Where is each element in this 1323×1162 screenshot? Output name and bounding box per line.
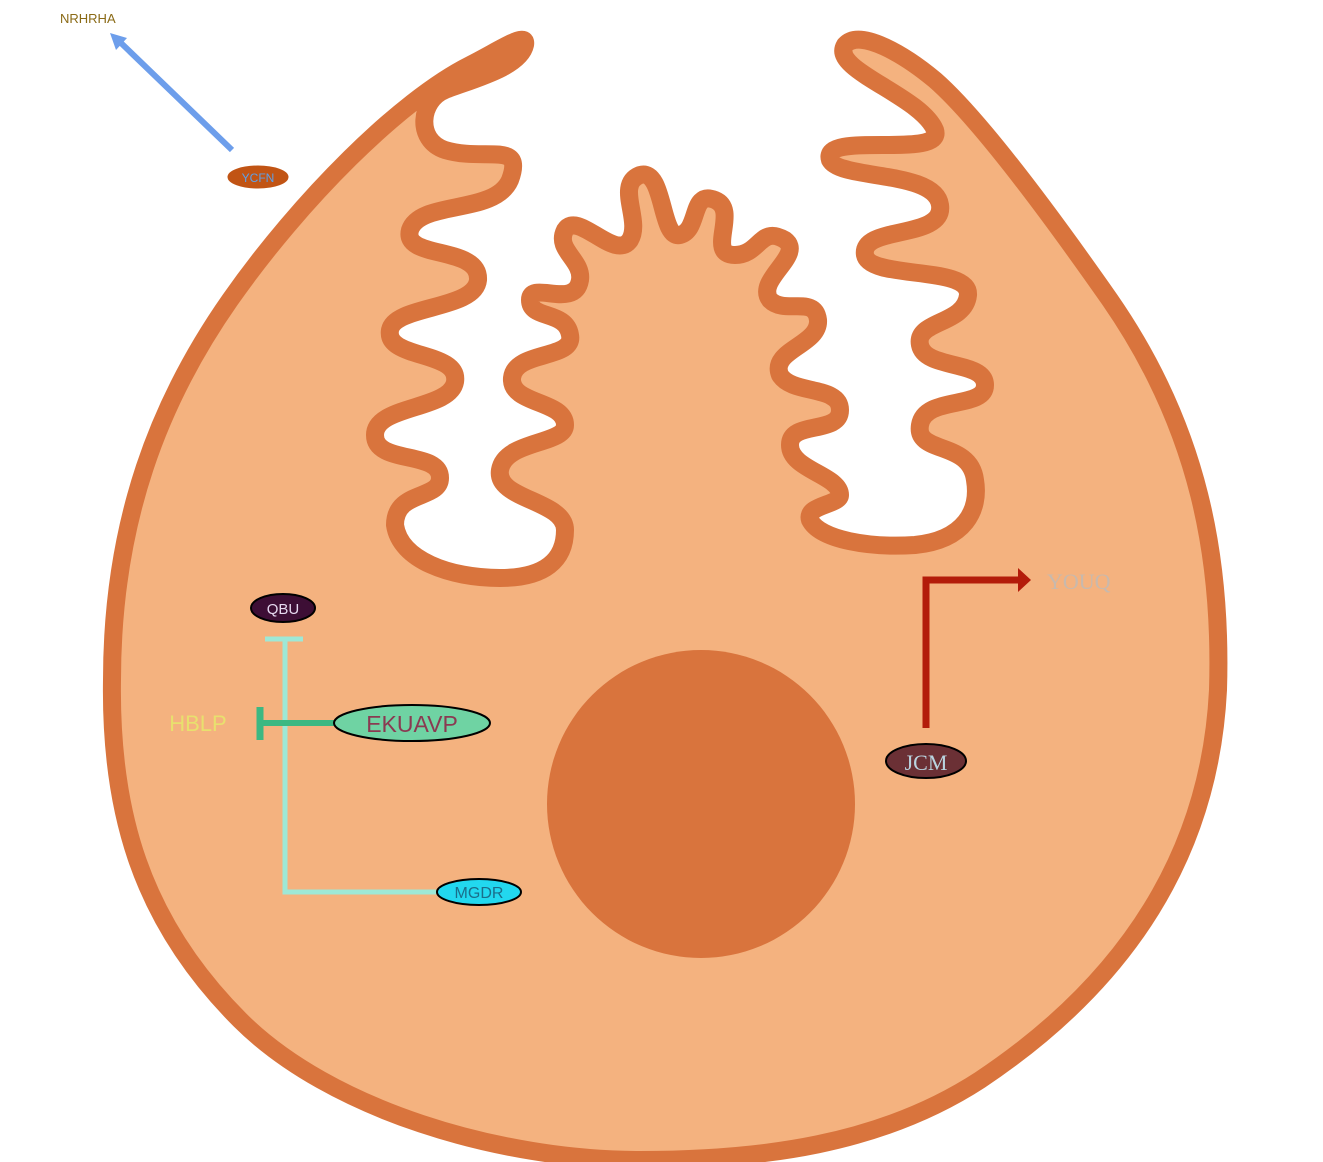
qbu-node[interactable]: QBU [250, 593, 316, 623]
nrhrha-label: NRHRHA [60, 11, 116, 26]
ekuavp-label: EKUAVP [366, 711, 458, 737]
nucleus [547, 650, 855, 958]
ycfn-to-nrhrha-arrow [110, 33, 235, 153]
ycfn-node[interactable]: YCFN [227, 165, 289, 189]
cell-membrane [102, 30, 1228, 1162]
youq-label: YOUQ [1047, 569, 1111, 594]
ycfn-label: YCFN [242, 171, 275, 185]
mgdr-label: MGDR [455, 885, 504, 902]
mgdr-node[interactable]: MGDR [436, 878, 522, 906]
ekuavp-to-hblp-inhibition [256, 707, 336, 740]
jcm-node[interactable]: JCM [885, 743, 967, 779]
qbu-label: QBU [267, 601, 300, 618]
hblp-label: HBLP [169, 711, 226, 736]
ekuavp-node[interactable]: EKUAVP [333, 704, 491, 742]
jcm-label: JCM [905, 750, 948, 775]
jcm-to-youq-arrow [922, 568, 1031, 728]
